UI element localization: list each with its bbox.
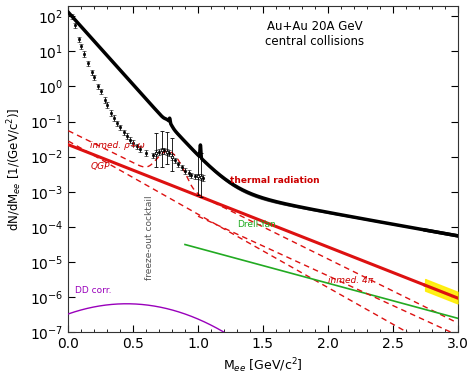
Text: Au+Au 20A GeV
central collisions: Au+Au 20A GeV central collisions	[265, 19, 365, 48]
Text: QGP: QGP	[90, 162, 109, 171]
Y-axis label: dN/dM$_{ee}$ [1/(GeV/c$^{2}$)]: dN/dM$_{ee}$ [1/(GeV/c$^{2}$)]	[6, 107, 24, 231]
Text: inmed. 4π: inmed. 4π	[328, 276, 373, 285]
Text: DD corr.: DD corr.	[75, 286, 111, 295]
Text: thermal radiation: thermal radiation	[230, 176, 320, 185]
Text: Drell-Yan: Drell-Yan	[237, 220, 276, 229]
X-axis label: M$_{ee}$ [GeV/c$^{2}$]: M$_{ee}$ [GeV/c$^{2}$]	[223, 357, 303, 375]
Text: freeze-out cocktail: freeze-out cocktail	[146, 196, 155, 280]
Text: inmed. ρ+ω: inmed. ρ+ω	[90, 141, 145, 150]
